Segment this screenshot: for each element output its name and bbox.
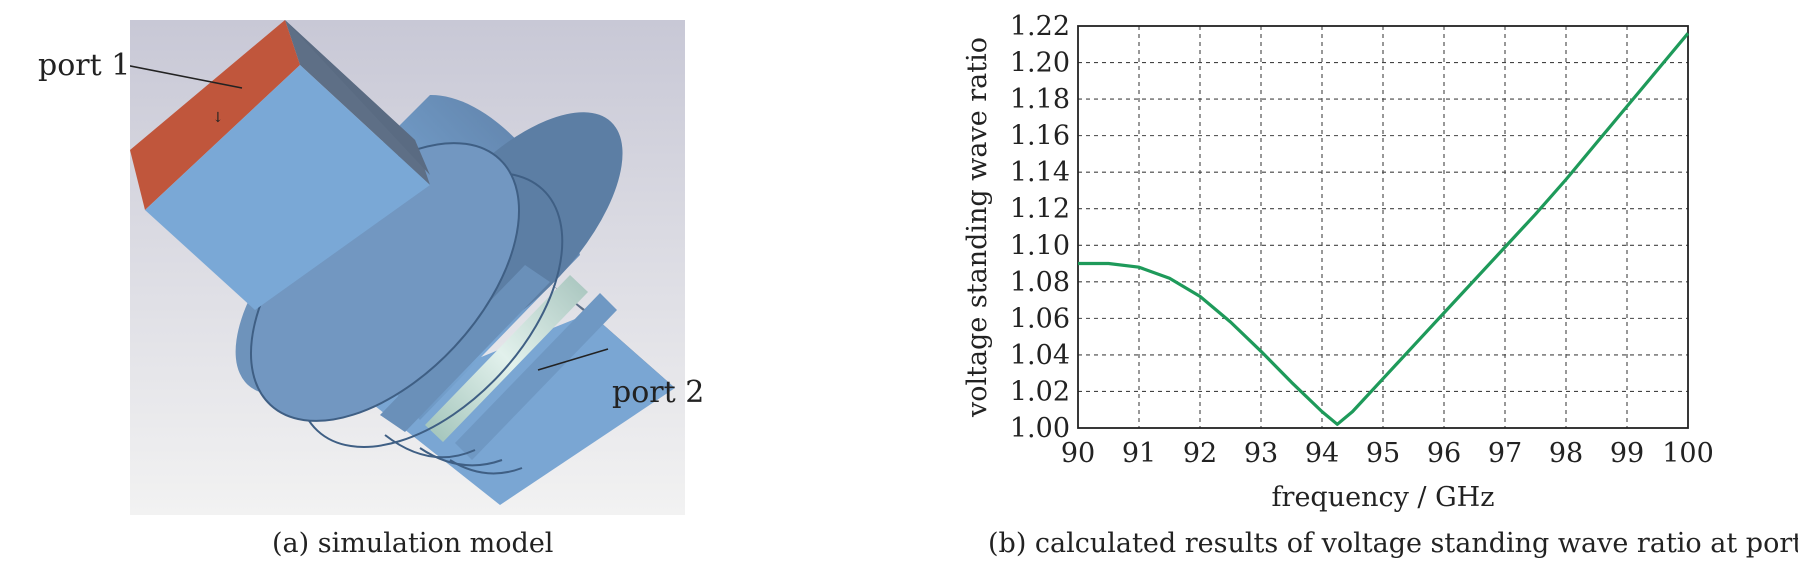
chart-series [1078, 32, 1690, 426]
y-tick-label: 1.18 [1010, 84, 1070, 115]
y-tick-label: 1.00 [1010, 413, 1070, 444]
x-axis-label: frequency / GHz [1272, 482, 1495, 513]
x-tick-label: 95 [1366, 438, 1400, 469]
x-tick-label: 97 [1488, 438, 1522, 469]
y-axis-label: voltage standing wave ratio [962, 37, 993, 418]
chart-ticks: 90 91 92 93 94 95 96 97 98 99 100 1.00 1.02 1.04 1.06 1… [1010, 11, 1714, 469]
x-tick-label: 92 [1183, 438, 1217, 469]
y-tick-label: 1.16 [1010, 121, 1070, 152]
y-tick-label: 1.02 [1010, 376, 1070, 407]
cylinder-body [235, 94, 623, 475]
panel-a-caption: (a) simulation model [272, 528, 554, 559]
port1-label: port 1 [38, 48, 131, 83]
x-tick-label: 99 [1610, 438, 1644, 469]
y-tick-label: 1.06 [1010, 303, 1070, 334]
plot-frame [1077, 25, 1689, 429]
y-tick-label: 1.04 [1010, 340, 1070, 371]
vswr-series-line [1078, 32, 1690, 426]
svg-text:↓: ↓ [212, 110, 224, 126]
y-tick-label: 1.10 [1010, 230, 1070, 261]
port2-leader-line [537, 348, 609, 371]
x-tick-label: 94 [1305, 438, 1339, 469]
x-tick-label: 90 [1061, 438, 1095, 469]
y-tick-label: 1.12 [1010, 194, 1070, 225]
x-tick-label: 98 [1549, 438, 1583, 469]
x-tick-label: 100 [1662, 438, 1714, 469]
y-tick-label: 1.14 [1010, 157, 1070, 188]
x-tick-label: 93 [1244, 438, 1278, 469]
chart-grid [1078, 26, 1688, 428]
x-tick-label: 91 [1122, 438, 1156, 469]
port2-label: port 2 [612, 375, 705, 410]
y-tick-label: 1.08 [1010, 267, 1070, 298]
panel-b-caption: (b) calculated results of voltage standi… [988, 528, 1798, 559]
port1-leader-line [130, 65, 243, 89]
port1-waveguide: ↓ [130, 20, 430, 310]
simulation-model-figure: ↓ [130, 20, 685, 515]
y-tick-label: 1.22 [1010, 11, 1070, 42]
y-tick-label: 1.20 [1010, 48, 1070, 79]
port1-face [130, 20, 300, 210]
x-tick-label: 96 [1427, 438, 1461, 469]
